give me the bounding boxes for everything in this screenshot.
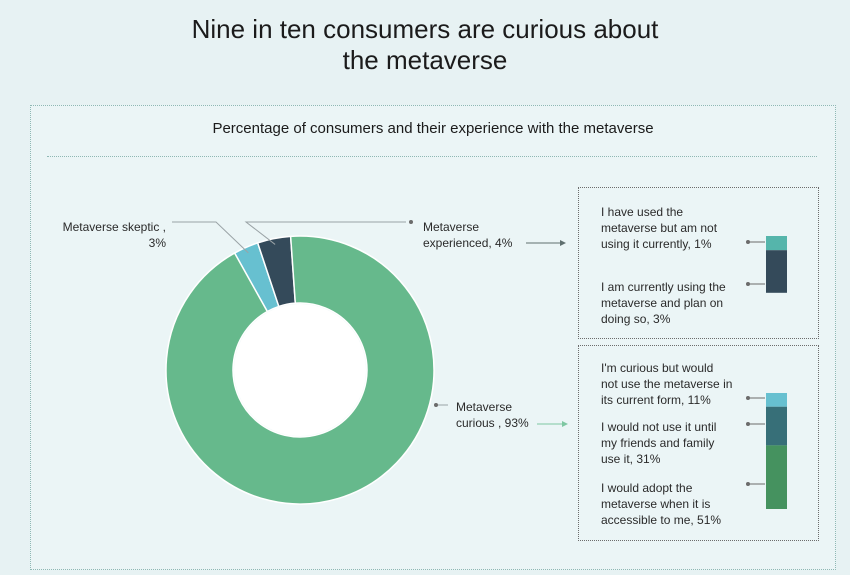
pointer-cur-friends-dot [746, 422, 750, 426]
label-cur-adopt-line-3: accessible to me, 51% [601, 513, 722, 527]
subtitle-rest: of consumers and their experience with t… [289, 120, 654, 137]
label-skeptic: Metaverse skeptic , 3% [54, 219, 166, 251]
connector-arrow-experienced [560, 240, 566, 246]
pointer-exp-used-dot [746, 240, 750, 244]
connector-arrow-curious [562, 421, 568, 427]
title-line-2: the metaverse [342, 45, 508, 75]
label-exp-used-line-1: I have used the [601, 205, 684, 219]
label-exp-used-line-3: using it currently, 1% [601, 237, 712, 251]
label-curious: Metaverse curious , 93% [456, 399, 529, 431]
label-cur-friends-line-3: use it, 31% [601, 452, 661, 466]
leader-dot-curious [434, 403, 438, 407]
chart-title: Nine in ten consumers are curious about … [0, 14, 850, 76]
label-exp-used-line-2: metaverse but am not [601, 221, 718, 235]
curious-breakdown-box [578, 345, 819, 541]
bar-cur-friends [766, 406, 787, 446]
label-cur-form-line-1: I'm curious but would [601, 361, 714, 375]
label-cur-friends-line-2: my friends and family [601, 436, 715, 450]
leader-dot-experienced [409, 220, 413, 224]
experienced-breakdown-box [578, 187, 819, 339]
label-skeptic-line-2: 3% [148, 236, 166, 250]
title-line-1: Nine in ten consumers are curious about [191, 14, 659, 44]
label-experienced: Metaverse experienced, 4% [423, 219, 512, 251]
bar-cur-form [766, 393, 787, 407]
label-experienced-line-1: Metaverse [423, 220, 480, 234]
label-cur-friends: I would not use it until my friends and … [601, 419, 716, 467]
pointer-cur-adopt-dot [746, 482, 750, 486]
label-cur-friends-line-1: I would not use it until [601, 420, 717, 434]
pointer-cur-form-dot [746, 396, 750, 400]
leader-experienced [244, 221, 406, 245]
leader-skeptic [172, 221, 249, 254]
label-exp-current-line-3: doing so, 3% [601, 312, 671, 326]
label-skeptic-line-1: Metaverse skeptic , [62, 220, 166, 234]
label-cur-form-line-3: its current form, 11% [601, 393, 711, 407]
label-exp-current-line-2: metaverse and plan on [601, 296, 724, 310]
label-cur-adopt: I would adopt the metaverse when it is a… [601, 480, 721, 528]
label-experienced-line-2: experienced, 4% [423, 236, 513, 250]
label-cur-form: I'm curious but would not use the metave… [601, 360, 732, 408]
label-cur-adopt-line-1: I would adopt the [601, 481, 693, 495]
donut-slice-curious [165, 235, 435, 505]
chart-panel [30, 105, 836, 570]
bar-exp-current [766, 250, 787, 293]
label-curious-line-2: curious , 93% [456, 416, 529, 430]
pointer-exp-current-dot [746, 282, 750, 286]
subtitle-divider [47, 156, 817, 157]
label-exp-current-line-1: I am currently using the [601, 280, 726, 294]
bar-cur-adopt [766, 445, 787, 509]
bar-exp-used [766, 236, 787, 251]
label-exp-used: I have used the metaverse but am not usi… [601, 204, 717, 252]
donut-hole [234, 304, 366, 436]
chart-subtitle: Percentage of consumers and their experi… [0, 120, 850, 137]
label-cur-form-line-2: not use the metaverse in [601, 377, 733, 391]
label-cur-adopt-line-2: metaverse when it is [601, 497, 711, 511]
label-exp-current: I am currently using the metaverse and p… [601, 279, 726, 327]
label-curious-line-1: Metaverse [456, 400, 513, 414]
subtitle-bold: Percentage [212, 120, 290, 137]
